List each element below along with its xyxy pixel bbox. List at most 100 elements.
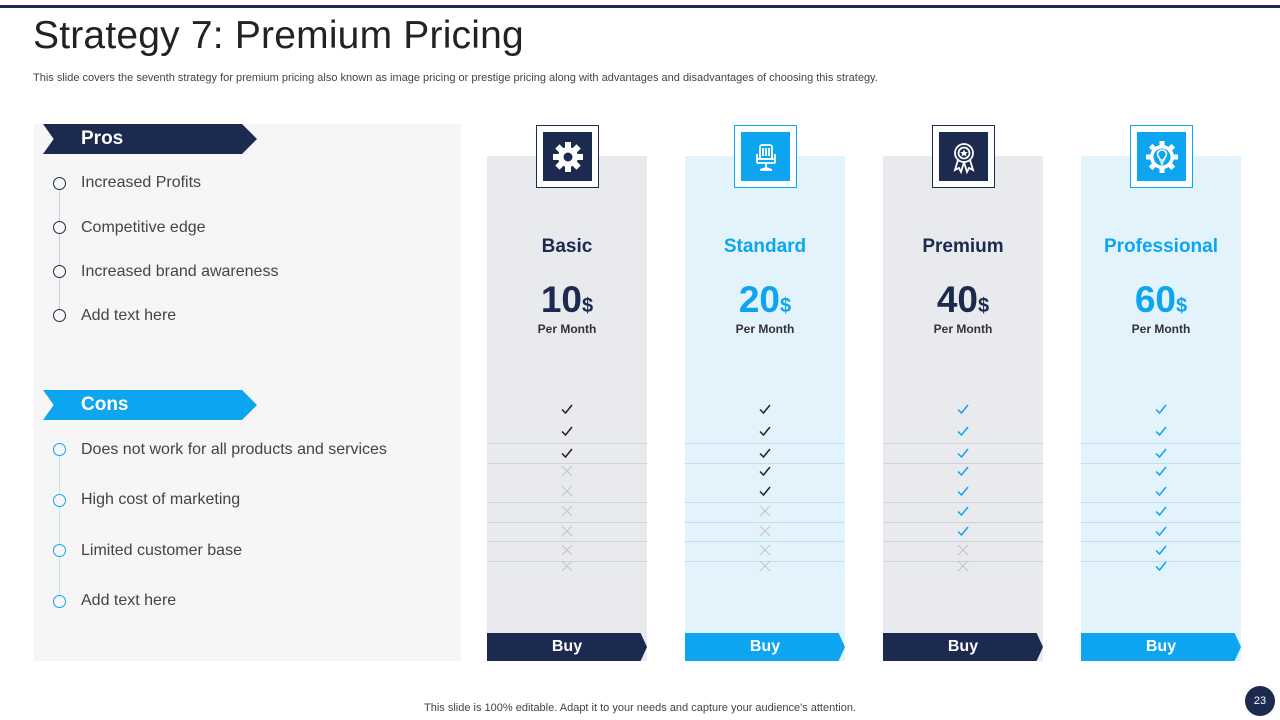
pros-bullet bbox=[53, 177, 66, 190]
feature-divider bbox=[487, 463, 647, 464]
price-value: 20 bbox=[738, 279, 781, 320]
plan-name-standard: Standard bbox=[723, 236, 807, 257]
check-icon bbox=[759, 404, 771, 415]
price-currency: $ bbox=[978, 295, 990, 317]
feature-divider bbox=[1081, 443, 1241, 444]
feature-divider bbox=[1081, 541, 1241, 542]
slide-subtitle: This slide covers the seventh strategy f… bbox=[33, 72, 878, 84]
price-currency: $ bbox=[1176, 295, 1188, 317]
feature-divider bbox=[487, 522, 647, 523]
check-icon bbox=[1155, 426, 1167, 437]
buy-button-standard[interactable]: Buy bbox=[685, 633, 845, 661]
check-icon bbox=[957, 448, 969, 459]
check-icon bbox=[561, 448, 573, 459]
check-icon bbox=[561, 426, 573, 437]
plan-period-basic: Per Month bbox=[537, 322, 597, 336]
feature-divider bbox=[487, 443, 647, 444]
plan-name-premium: Premium bbox=[922, 236, 1004, 257]
cross-icon bbox=[957, 544, 969, 556]
plan-period-professional: Per Month bbox=[1131, 322, 1191, 336]
cons-bullet bbox=[53, 443, 66, 456]
check-icon bbox=[1155, 404, 1167, 415]
cons-bullet bbox=[53, 494, 66, 507]
plan-icon-box-premium bbox=[932, 125, 995, 188]
feature-divider bbox=[685, 443, 845, 444]
pros-item: Increased brand awareness bbox=[81, 263, 279, 280]
pros-item: Add text here bbox=[81, 307, 177, 324]
check-icon bbox=[759, 486, 771, 497]
feature-divider bbox=[883, 463, 1043, 464]
pros-banner: Pros bbox=[43, 124, 257, 154]
pros-item: Competitive edge bbox=[81, 219, 206, 236]
buy-button-professional[interactable]: Buy bbox=[1081, 633, 1241, 661]
check-icon bbox=[1155, 545, 1167, 556]
check-icon bbox=[1155, 526, 1167, 537]
feature-divider bbox=[685, 561, 845, 562]
gear-icon bbox=[543, 132, 592, 181]
feature-divider bbox=[685, 463, 845, 464]
check-icon bbox=[759, 448, 771, 459]
plan-column-professional bbox=[1081, 156, 1241, 661]
cross-icon bbox=[561, 525, 573, 537]
feature-divider bbox=[685, 541, 845, 542]
cross-icon bbox=[561, 465, 573, 477]
plan-icon-box-professional bbox=[1130, 125, 1193, 188]
pros-connector-line bbox=[59, 183, 60, 316]
plan-icon-box-basic bbox=[536, 125, 599, 188]
feature-divider bbox=[685, 522, 845, 523]
cross-icon bbox=[561, 560, 573, 572]
plan-name-basic: Basic bbox=[541, 236, 593, 257]
check-icon bbox=[759, 426, 771, 437]
feature-divider bbox=[1081, 502, 1241, 503]
footer-note: This slide is 100% editable. Adapt it to… bbox=[424, 702, 856, 714]
pros-item: Increased Profits bbox=[81, 174, 202, 191]
cross-icon bbox=[561, 544, 573, 556]
top-rule bbox=[0, 5, 1280, 8]
check-icon bbox=[1155, 486, 1167, 497]
feature-divider bbox=[1081, 561, 1241, 562]
price-value: 40 bbox=[936, 279, 979, 320]
cons-connector-line bbox=[59, 450, 60, 601]
check-icon bbox=[1155, 506, 1167, 517]
buy-button-basic[interactable]: Buy bbox=[487, 633, 647, 661]
cross-icon bbox=[561, 505, 573, 517]
cons-item: Limited customer base bbox=[81, 542, 242, 559]
check-icon bbox=[957, 526, 969, 537]
cons-item: Does not work for all products and servi… bbox=[81, 441, 387, 458]
feature-divider bbox=[883, 541, 1043, 542]
feature-divider bbox=[883, 561, 1043, 562]
feature-divider bbox=[883, 502, 1043, 503]
slide-title: Strategy 7: Premium Pricing bbox=[33, 14, 524, 57]
price-value: 60 bbox=[1134, 279, 1177, 320]
check-icon bbox=[1155, 448, 1167, 459]
price-value: 10 bbox=[540, 279, 583, 320]
cross-icon bbox=[759, 544, 771, 556]
pros-bullet bbox=[53, 221, 66, 234]
feature-divider bbox=[685, 502, 845, 503]
feature-divider bbox=[487, 561, 647, 562]
cross-icon bbox=[759, 505, 771, 517]
cons-banner: Cons bbox=[43, 390, 257, 420]
feature-divider bbox=[487, 502, 647, 503]
buy-button-premium[interactable]: Buy bbox=[883, 633, 1043, 661]
plan-price-professional: 60$ bbox=[1081, 279, 1241, 321]
plan-price-premium: 40$ bbox=[883, 279, 1043, 321]
cross-icon bbox=[957, 560, 969, 572]
feature-divider bbox=[1081, 463, 1241, 464]
check-icon bbox=[759, 466, 771, 477]
page-number-badge: 23 bbox=[1245, 686, 1275, 716]
plan-name-professional: Professional bbox=[1103, 236, 1219, 257]
check-icon bbox=[957, 404, 969, 415]
feature-divider bbox=[883, 522, 1043, 523]
check-icon bbox=[957, 426, 969, 437]
cons-item: Add text here bbox=[81, 592, 177, 609]
price-currency: $ bbox=[780, 295, 792, 317]
cross-icon bbox=[561, 485, 573, 497]
cons-bullet bbox=[53, 595, 66, 608]
check-icon bbox=[1155, 466, 1167, 477]
feature-divider bbox=[1081, 522, 1241, 523]
price-currency: $ bbox=[582, 295, 594, 317]
check-icon bbox=[957, 506, 969, 517]
pros-bullet bbox=[53, 309, 66, 322]
cons-item: High cost of marketing bbox=[81, 491, 241, 508]
